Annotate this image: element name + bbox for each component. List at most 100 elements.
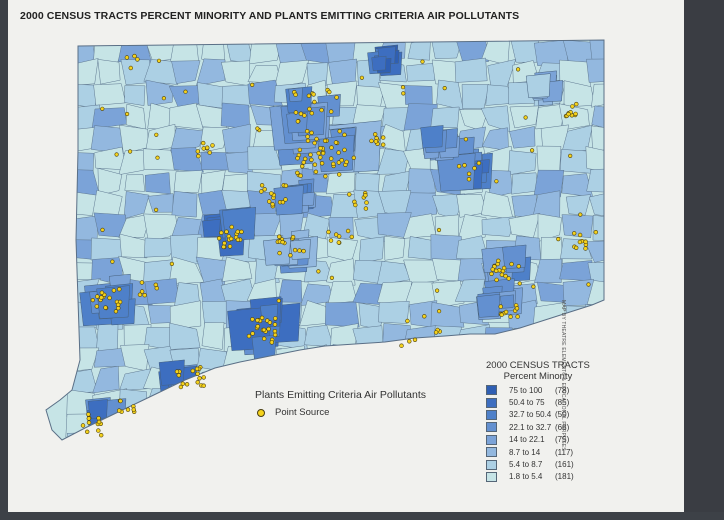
point-source bbox=[331, 161, 336, 167]
point-source bbox=[288, 253, 293, 258]
census-tract bbox=[407, 168, 436, 195]
point-source bbox=[267, 320, 273, 325]
point-source bbox=[169, 261, 174, 267]
census-tract bbox=[250, 433, 278, 440]
state-boundary bbox=[45, 39, 605, 441]
census-tract bbox=[586, 58, 604, 83]
point-source bbox=[201, 383, 206, 388]
point-source bbox=[207, 150, 212, 155]
census-tract bbox=[537, 213, 562, 242]
point-source bbox=[334, 95, 339, 100]
census-tract bbox=[144, 172, 171, 195]
tract-legend: 2000 CENSUS TRACTS Percent Minority 75 t… bbox=[486, 360, 616, 483]
point-source bbox=[250, 82, 255, 87]
legend-swatch bbox=[486, 397, 497, 408]
census-tract bbox=[591, 83, 604, 108]
point-source bbox=[239, 229, 244, 235]
point-source bbox=[259, 189, 264, 194]
census-tract bbox=[118, 150, 151, 176]
point-source bbox=[277, 250, 282, 256]
census-tract bbox=[226, 411, 253, 438]
point-source bbox=[509, 261, 514, 267]
census-tract bbox=[358, 236, 385, 264]
point-source bbox=[364, 200, 369, 205]
point-source bbox=[255, 324, 260, 329]
point-source bbox=[229, 224, 234, 230]
point-source bbox=[336, 240, 341, 245]
point-source bbox=[161, 96, 166, 101]
point-source bbox=[319, 161, 325, 166]
census-tract bbox=[476, 294, 501, 318]
point-source bbox=[114, 152, 119, 157]
point-source bbox=[494, 179, 499, 184]
census-tract bbox=[403, 350, 434, 369]
legend-count: (161) bbox=[555, 460, 574, 470]
census-tract bbox=[96, 322, 119, 353]
point-source bbox=[322, 138, 328, 144]
census-tract bbox=[354, 347, 386, 374]
point-source bbox=[381, 142, 386, 147]
legend-count: (117) bbox=[555, 447, 574, 457]
point-source bbox=[363, 206, 369, 211]
point-source-label: Point Source bbox=[275, 407, 330, 418]
point-source bbox=[95, 294, 100, 299]
census-tract bbox=[168, 410, 203, 440]
point-source bbox=[359, 75, 365, 80]
point-source bbox=[309, 110, 314, 116]
point-source bbox=[568, 153, 573, 158]
point-source bbox=[270, 202, 275, 207]
census-tract bbox=[586, 280, 604, 306]
census-tract bbox=[459, 433, 488, 440]
tract-legend-rows: 75 to 100 (78) 50.4 to 75 (85) 32.7 to 50.… bbox=[486, 384, 616, 483]
census-tract bbox=[273, 185, 304, 216]
census-tract bbox=[90, 433, 124, 440]
point-source bbox=[326, 229, 331, 235]
point-source bbox=[84, 429, 90, 434]
census-tract bbox=[509, 126, 536, 149]
legend-swatch bbox=[486, 385, 497, 396]
point-source bbox=[292, 247, 298, 253]
legend-count: (181) bbox=[555, 472, 574, 482]
census-tract bbox=[221, 207, 257, 242]
census-tract bbox=[327, 280, 358, 305]
census-tract bbox=[169, 322, 201, 350]
point-source bbox=[577, 239, 583, 245]
census-tract bbox=[199, 434, 228, 440]
census-tract bbox=[481, 246, 508, 273]
legend-swatch bbox=[486, 459, 497, 470]
map-credit: MAP BY THEATRE ELEMENTS & EDUCATIONAL PU… bbox=[560, 300, 566, 451]
legend-count: (78) bbox=[555, 385, 570, 395]
point-source bbox=[442, 85, 447, 91]
point-source bbox=[506, 276, 511, 281]
census-tract bbox=[97, 416, 129, 440]
point-source bbox=[259, 315, 265, 320]
background-edge bbox=[684, 0, 724, 512]
point-source bbox=[90, 298, 95, 303]
census-tract bbox=[92, 365, 120, 394]
point-source bbox=[110, 259, 115, 264]
census-tract bbox=[326, 344, 357, 372]
point-source bbox=[272, 322, 278, 327]
point-source bbox=[578, 212, 583, 217]
census-tract bbox=[143, 432, 176, 440]
census-tract bbox=[144, 237, 179, 258]
point-source bbox=[342, 147, 347, 153]
census-tract bbox=[508, 150, 537, 176]
point-source bbox=[496, 258, 501, 263]
legend-row: 22.1 to 32.7 (68) bbox=[486, 421, 616, 433]
legend-count: (50) bbox=[555, 410, 570, 420]
point-source bbox=[272, 329, 278, 334]
point-source bbox=[224, 229, 229, 234]
point-source bbox=[566, 111, 571, 117]
point-source bbox=[499, 272, 505, 277]
point-source bbox=[303, 156, 308, 162]
point-source bbox=[195, 149, 201, 154]
point-source bbox=[586, 282, 591, 287]
point-source bbox=[312, 162, 318, 167]
point-source bbox=[342, 132, 347, 138]
point-source bbox=[328, 238, 334, 243]
census-tract bbox=[381, 107, 411, 132]
census-tract bbox=[585, 146, 604, 173]
census-tract bbox=[591, 105, 604, 130]
point-source bbox=[276, 298, 281, 303]
